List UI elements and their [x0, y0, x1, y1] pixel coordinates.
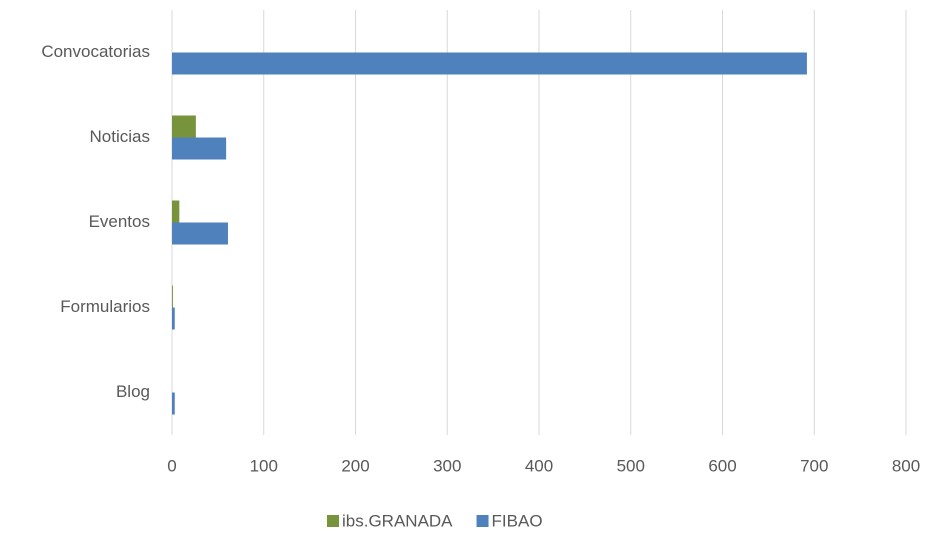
x-tick-label: 300 — [433, 456, 461, 475]
legend-label: ibs.GRANADA — [342, 511, 453, 530]
legend-swatch — [327, 515, 339, 527]
x-tick-label: 700 — [800, 456, 828, 475]
x-tick-label: 400 — [525, 456, 553, 475]
y-tick-label: Formularios — [60, 297, 150, 316]
bar — [172, 285, 173, 308]
bar — [172, 52, 807, 75]
x-tick-label: 0 — [167, 456, 176, 475]
x-tick-label: 500 — [617, 456, 645, 475]
y-tick-label: Convocatorias — [41, 42, 150, 61]
bar — [172, 307, 175, 330]
x-tick-label: 100 — [250, 456, 278, 475]
bar — [172, 222, 228, 245]
y-tick-label: Eventos — [89, 212, 150, 231]
x-tick-label: 800 — [892, 456, 920, 475]
y-tick-label: Blog — [116, 382, 150, 401]
bar — [172, 137, 227, 160]
legend-label: FIBAO — [492, 511, 543, 530]
bar — [172, 115, 196, 138]
bar — [172, 200, 180, 223]
y-tick-label: Noticias — [90, 127, 150, 146]
legend-swatch — [476, 515, 489, 527]
x-tick-label: 200 — [341, 456, 369, 475]
bar — [172, 392, 175, 415]
x-tick-label: 600 — [708, 456, 736, 475]
